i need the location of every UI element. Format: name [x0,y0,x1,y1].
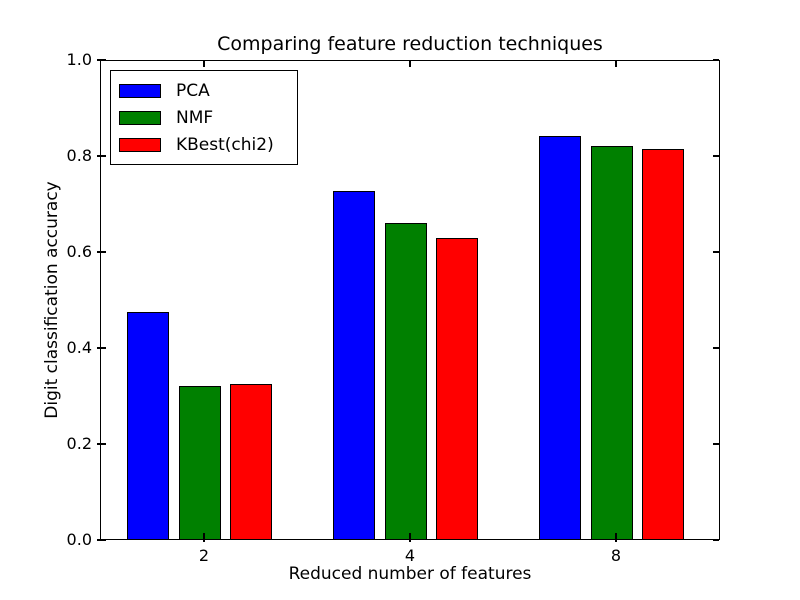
x-tick-label: 8 [610,546,622,565]
y-tick-right [713,155,719,157]
y-tick-label: 0.4 [66,338,92,357]
bar-NMF-2 [178,386,221,540]
y-tick-label: 0.0 [66,530,92,549]
bar-NMF-4 [384,223,427,540]
legend-swatch-NMF [119,110,161,125]
y-tick-right [713,347,719,349]
plot-area: 0.0 0.2 0.4 0.6 0.8 1.0 2 4 8 PCA NMF KBest(chi2) [67,50,720,565]
legend-item-KBest(chi2): KBest(chi2) [119,131,297,158]
legend-label: PCA [176,80,210,101]
legend-item-PCA: PCA [119,77,297,104]
y-tick-right [713,251,719,253]
y-tick-left [97,347,106,349]
x-tick-top [615,61,617,67]
x-tick-label: 4 [404,546,416,565]
legend: PCA NMF KBest(chi2) [110,70,298,165]
bar-PCA-8 [539,136,581,540]
x-tick-bottom [409,533,411,542]
bar-KBest(chi2)-8 [642,149,684,540]
x-axis-label: Reduced number of features [288,564,532,584]
y-tick-label: 0.6 [66,242,92,261]
y-tick-right [713,59,719,61]
y-tick-left [97,59,106,61]
legend-item-NMF: NMF [119,104,297,131]
x-tick-top [409,61,411,67]
x-tick-bottom [203,533,205,542]
legend-swatch-PCA [119,83,161,98]
bar-PCA-4 [333,191,375,540]
x-tick-top [203,61,205,67]
bar-KBest(chi2)-2 [230,384,272,540]
legend-label: KBest(chi2) [176,134,274,155]
bar-NMF-8 [590,146,633,540]
y-tick-left [97,155,106,157]
y-tick-left [97,443,106,445]
y-tick-label: 0.2 [66,434,92,453]
bar-KBest(chi2)-4 [436,238,478,540]
chart-title: Comparing feature reduction techniques [217,33,603,55]
y-tick-label: 1.0 [66,50,92,69]
y-tick-right [713,443,719,445]
y-tick-label: 0.8 [66,146,92,165]
legend-label: NMF [176,107,214,128]
legend-swatch-KBest(chi2) [119,137,161,152]
y-tick-right [713,539,719,541]
x-tick-label: 2 [198,546,210,565]
x-tick-bottom [615,533,617,542]
y-axis-label: Digit classification accuracy [42,181,62,419]
bar-PCA-2 [127,312,169,540]
y-tick-left [97,539,106,541]
y-tick-left [97,251,106,253]
